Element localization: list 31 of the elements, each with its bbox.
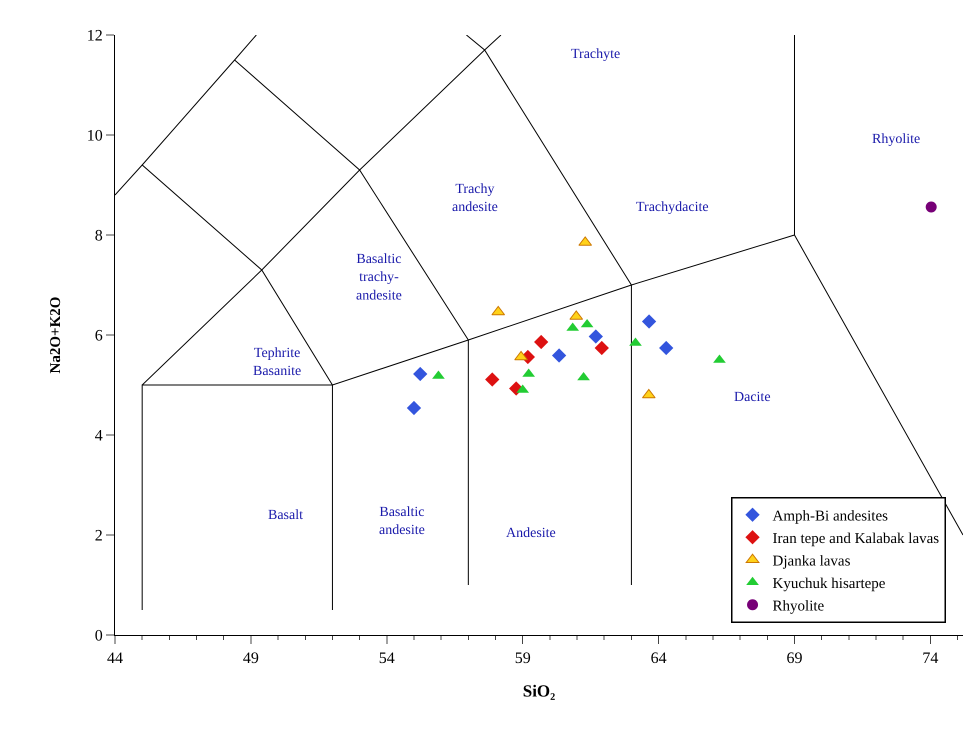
annotation: Dacite (734, 390, 771, 405)
x-tick-label: 49 (242, 650, 259, 668)
annotation: Trachy andesite (452, 182, 498, 216)
legend-label: Rhyolite (772, 598, 825, 615)
x-tick-label: 64 (650, 650, 667, 668)
y-tick-label: 8 (94, 228, 103, 245)
annotation: Trachydacite (636, 200, 709, 215)
x-tick-label: 74 (922, 650, 938, 668)
annotation: Basalt (268, 508, 304, 523)
annotation: Basaltic trachy- andesite (356, 252, 402, 304)
annotation: Rhyolite (872, 132, 920, 147)
y-axis-title: Na2O+K2O (48, 296, 64, 374)
x-tick-label: 59 (514, 650, 531, 668)
annotation: Tephrite Basanite (253, 346, 302, 380)
y-tick-label: 10 (86, 128, 103, 145)
legend-label: Kyuchuk hisartepe (772, 576, 886, 592)
y-tick-label: 4 (94, 428, 103, 445)
annotation: Andesite (506, 526, 556, 541)
annotation: Basaltic andesite (379, 505, 425, 538)
y-tick-label: 2 (94, 528, 103, 545)
y-tick-label: 6 (94, 328, 103, 345)
x-tick-label: 54 (378, 650, 395, 668)
annotation: Trachyte (571, 47, 620, 62)
legend-label: Djanka lavas (772, 554, 851, 570)
legend-label: Amph-Bi andesites (772, 508, 888, 525)
x-tick-label: 44 (107, 650, 123, 668)
x-tick-label: 69 (786, 650, 802, 668)
legend-label: Iran tepe and Kalabak lavas (772, 531, 940, 548)
y-tick-label: 12 (86, 28, 103, 45)
y-tick-label: 0 (94, 628, 103, 645)
x-axis-title: SiO₂ (522, 682, 556, 701)
